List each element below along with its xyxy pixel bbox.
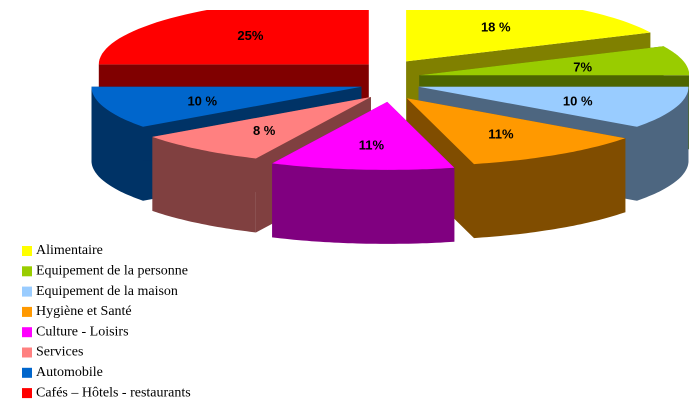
data-label: 10 % bbox=[563, 93, 593, 108]
data-label: 25% bbox=[237, 28, 263, 43]
legend-swatch bbox=[22, 306, 32, 317]
data-label: 11% bbox=[359, 137, 385, 152]
legend-swatch bbox=[22, 367, 32, 378]
slice bbox=[406, 98, 626, 165]
data-label: 8 % bbox=[253, 123, 276, 138]
legend-swatch bbox=[22, 246, 32, 256]
legend-swatch bbox=[22, 266, 32, 277]
pie: 18 % 7% 10 % 11% 11% 8 % 10 % 25% bbox=[91, 10, 689, 244]
slice-wall bbox=[637, 86, 689, 201]
data-label: 7% bbox=[573, 59, 592, 74]
legend-label: Hygiène et Santé bbox=[36, 304, 132, 319]
slice-wall bbox=[91, 86, 143, 201]
legend-label: Culture - Loisirs bbox=[36, 324, 129, 339]
legend-label: Alimentaire bbox=[36, 243, 103, 258]
data-label: 10 % bbox=[187, 93, 217, 108]
slice bbox=[406, 10, 651, 62]
data-label: 18 % bbox=[481, 19, 511, 34]
slice bbox=[418, 86, 689, 127]
slice-wall bbox=[272, 163, 455, 244]
legend-label: Equipement de la maison bbox=[36, 284, 178, 299]
slice-wall bbox=[152, 136, 256, 233]
legend: Alimentaire Equipement de la personne Equi… bbox=[22, 243, 191, 400]
legend-swatch bbox=[22, 327, 32, 338]
legend-swatch bbox=[22, 388, 32, 399]
slice bbox=[98, 10, 369, 65]
legend-label: Equipement de la personne bbox=[36, 264, 188, 279]
legend-label: Cafés – Hôtels - restaurants bbox=[36, 385, 191, 400]
slice bbox=[272, 101, 455, 170]
slice bbox=[91, 86, 362, 127]
data-label: 11% bbox=[488, 127, 514, 142]
legend-swatch bbox=[22, 286, 32, 297]
legend-label: Services bbox=[36, 345, 83, 360]
slice bbox=[152, 97, 371, 159]
slice bbox=[419, 46, 689, 76]
legend-swatch bbox=[22, 347, 32, 358]
slice-wall bbox=[474, 138, 626, 239]
legend-label: Automobile bbox=[36, 365, 103, 380]
